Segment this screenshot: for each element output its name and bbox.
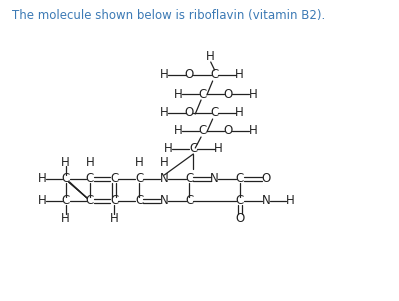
Text: H: H [61, 212, 70, 225]
Text: C: C [61, 172, 70, 185]
Text: C: C [235, 194, 244, 207]
Text: The molecule shown below is riboflavin (vitamin B2).: The molecule shown below is riboflavin (… [12, 9, 325, 22]
Text: O: O [185, 107, 194, 119]
Text: H: H [174, 88, 182, 101]
Text: H: H [174, 125, 182, 138]
Text: C: C [210, 69, 219, 82]
Text: H: H [214, 142, 223, 156]
Text: O: O [261, 172, 271, 185]
Text: H: H [160, 107, 169, 119]
Text: H: H [135, 156, 144, 169]
Text: N: N [160, 194, 169, 207]
Text: O: O [223, 88, 233, 101]
Text: H: H [61, 156, 70, 169]
Text: H: H [249, 88, 258, 101]
Text: C: C [199, 88, 207, 101]
Text: C: C [61, 194, 70, 207]
Text: N: N [160, 172, 169, 185]
Text: C: C [199, 125, 207, 138]
Text: O: O [235, 212, 244, 225]
Text: H: H [85, 156, 94, 169]
Text: O: O [223, 125, 233, 138]
Text: H: H [206, 51, 215, 64]
Text: H: H [249, 125, 258, 138]
Text: C: C [185, 194, 194, 207]
Text: C: C [210, 107, 219, 119]
Text: C: C [110, 172, 118, 185]
Text: C: C [135, 194, 143, 207]
Text: H: H [110, 212, 119, 225]
Text: H: H [164, 142, 172, 156]
Text: C: C [189, 142, 198, 156]
Text: H: H [235, 107, 244, 119]
Text: H: H [286, 194, 294, 207]
Text: N: N [210, 172, 219, 185]
Text: C: C [235, 172, 244, 185]
Text: H: H [160, 156, 169, 169]
Text: C: C [86, 172, 94, 185]
Text: C: C [86, 194, 94, 207]
Text: O: O [185, 69, 194, 82]
Text: C: C [135, 172, 143, 185]
Text: H: H [38, 194, 47, 207]
Text: C: C [110, 194, 118, 207]
Text: N: N [261, 194, 270, 207]
Text: H: H [235, 69, 244, 82]
Text: C: C [185, 172, 194, 185]
Text: H: H [38, 172, 47, 185]
Text: H: H [160, 69, 169, 82]
